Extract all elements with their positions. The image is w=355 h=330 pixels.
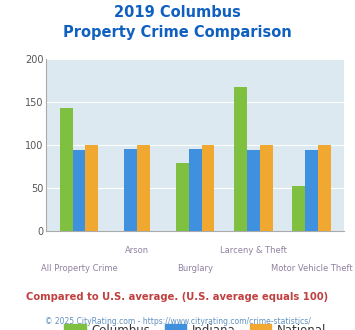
Bar bbox=[60, 108, 72, 231]
Text: © 2025 CityRating.com - https://www.cityrating.com/crime-statistics/: © 2025 CityRating.com - https://www.city… bbox=[45, 317, 310, 326]
Bar bbox=[202, 145, 214, 231]
Bar bbox=[318, 145, 331, 231]
Bar bbox=[72, 150, 85, 231]
Bar bbox=[124, 149, 137, 231]
Legend: Columbus, Indiana, National: Columbus, Indiana, National bbox=[60, 319, 331, 330]
Bar bbox=[189, 149, 202, 231]
Text: Property Crime Comparison: Property Crime Comparison bbox=[63, 25, 292, 40]
Bar bbox=[260, 145, 273, 231]
Bar bbox=[247, 150, 260, 231]
Text: All Property Crime: All Property Crime bbox=[40, 264, 117, 273]
Bar bbox=[176, 163, 189, 231]
Text: Burglary: Burglary bbox=[177, 264, 213, 273]
Text: Arson: Arson bbox=[125, 247, 149, 255]
Bar bbox=[85, 145, 98, 231]
Text: Compared to U.S. average. (U.S. average equals 100): Compared to U.S. average. (U.S. average … bbox=[26, 292, 329, 302]
Bar bbox=[305, 150, 318, 231]
Text: Larceny & Theft: Larceny & Theft bbox=[220, 247, 287, 255]
Bar bbox=[234, 87, 247, 231]
Text: 2019 Columbus: 2019 Columbus bbox=[114, 5, 241, 20]
Bar bbox=[137, 145, 150, 231]
Text: Motor Vehicle Theft: Motor Vehicle Theft bbox=[271, 264, 353, 273]
Bar bbox=[293, 185, 305, 231]
